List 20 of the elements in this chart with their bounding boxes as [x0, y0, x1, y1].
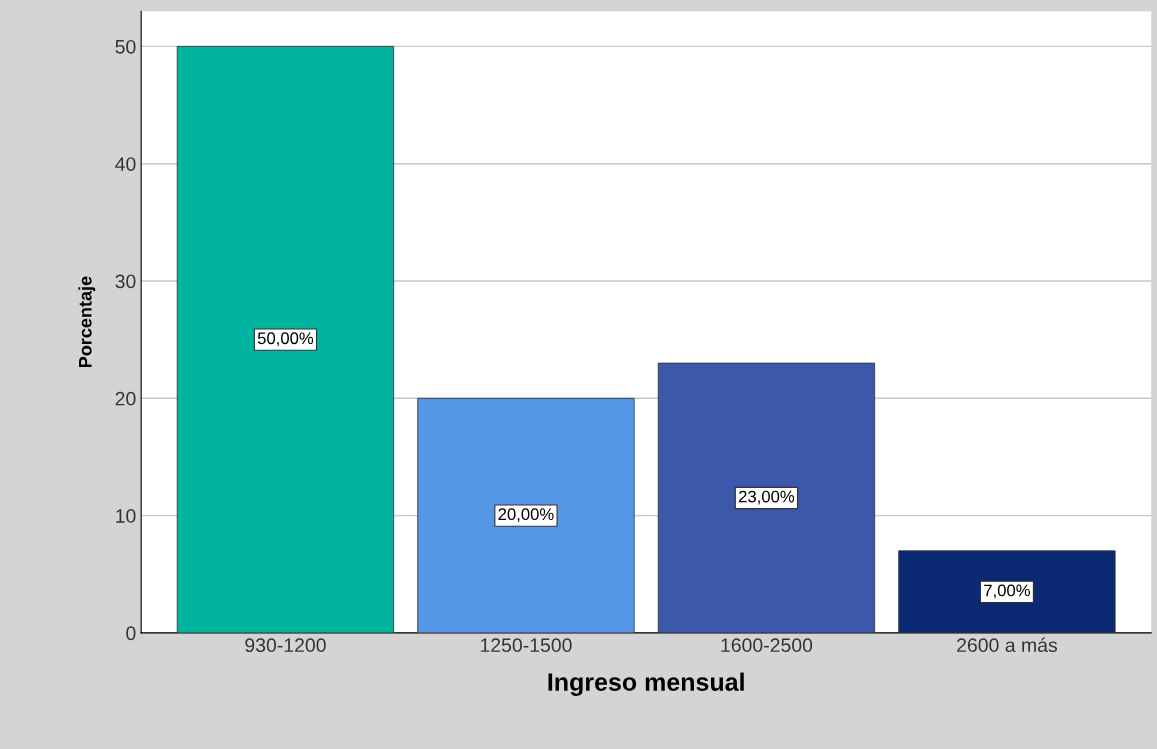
data-label: 23,00%: [739, 490, 795, 505]
y-tick-label: 20: [115, 391, 136, 406]
y-tick-label: 50: [115, 39, 136, 54]
y-axis-title: Porcentaje: [78, 276, 96, 368]
bar: [176, 46, 395, 633]
data-label: 7,00%: [984, 584, 1030, 599]
y-tick-label: 30: [115, 274, 136, 289]
x-tick-label: 930-1200: [245, 638, 326, 653]
x-tick-label: 2600 a más: [957, 637, 1058, 653]
y-tick-label: 0: [126, 626, 136, 641]
x-tick-label: 1600-2500: [721, 638, 813, 653]
bar: [417, 397, 635, 633]
data-label: 50,00%: [257, 332, 314, 347]
y-tick-label: 10: [116, 509, 136, 523]
data-label: 20,00%: [498, 508, 554, 523]
bar: [898, 550, 1116, 633]
x-tick-label: 1250-1500: [480, 638, 572, 653]
y-tick-label: 40: [115, 157, 136, 171]
bar: [657, 362, 876, 633]
x-axis-title: Ingreso mensual: [548, 672, 744, 696]
